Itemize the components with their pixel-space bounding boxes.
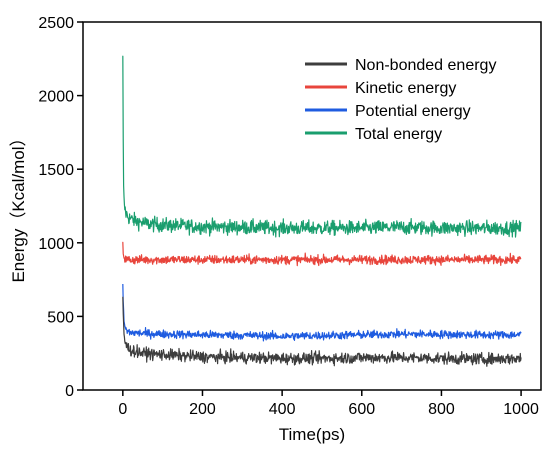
legend-label: Potential energy: [355, 103, 471, 120]
legend-label: Non-bonded energy: [355, 57, 496, 74]
x-tick-label: 200: [189, 401, 216, 418]
y-axis-title: Energy（Kcal/mol）: [9, 129, 28, 282]
y-tick-label: 2000: [38, 89, 74, 106]
series-line-potential-energy: [122, 283, 522, 342]
y-axis-ticks: 0 500 1000 1500 2000 2500: [38, 15, 83, 400]
y-tick-label: 0: [65, 383, 74, 400]
series-line-non-bonded-energy: [122, 296, 522, 367]
series-line-total-energy: [122, 55, 522, 238]
x-axis-title: Time(ps): [279, 425, 345, 444]
x-tick-label: 800: [428, 401, 455, 418]
y-tick-label: 1000: [38, 236, 74, 253]
plot-frame: [82, 21, 542, 391]
x-tick-label: 600: [348, 401, 375, 418]
series-line-kinetic-energy: [122, 241, 522, 267]
legend-label: Total energy: [355, 126, 442, 143]
x-axis-ticks: 0 200 400 600 800 1000: [118, 390, 539, 418]
y-tick-label: 1500: [38, 162, 74, 179]
x-tick-label: 1000: [503, 401, 539, 418]
legend: Non-bonded energy Kinetic energy Potential…: [305, 57, 496, 143]
x-tick-label: 400: [269, 401, 296, 418]
legend-label: Kinetic energy: [355, 80, 456, 97]
x-tick-label: 0: [118, 401, 127, 418]
y-tick-label: 2500: [38, 15, 74, 32]
series-layer: [122, 55, 522, 367]
y-tick-label: 500: [47, 309, 74, 326]
